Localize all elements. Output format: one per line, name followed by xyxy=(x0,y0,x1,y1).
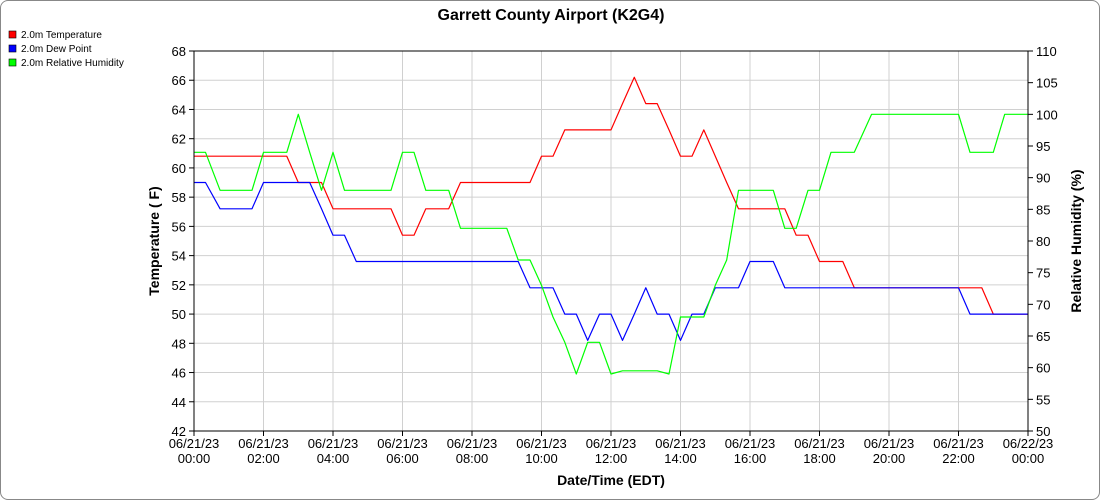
x-tick-label-date: 06/21/23 xyxy=(308,436,359,451)
y2-tick-label: 85 xyxy=(1036,202,1050,217)
y-tick-label: 62 xyxy=(172,132,186,147)
legend-swatch xyxy=(8,58,17,67)
y2-tick-label: 55 xyxy=(1036,392,1050,407)
x-tick-label-time: 22:00 xyxy=(942,451,975,466)
y2-tick-label: 105 xyxy=(1036,76,1058,91)
y-tick-label: 48 xyxy=(172,336,186,351)
y-tick-label: 58 xyxy=(172,190,186,205)
y-tick-label: 60 xyxy=(172,161,186,176)
y2-tick-label: 70 xyxy=(1036,297,1050,312)
x-tick-label-time: 16:00 xyxy=(734,451,767,466)
x-tick-label-time: 18:00 xyxy=(803,451,836,466)
legend-swatch xyxy=(8,30,17,39)
series-layer xyxy=(194,76,1028,375)
x-tick-label-date: 06/21/23 xyxy=(655,436,706,451)
x-tick-label-date: 06/21/23 xyxy=(447,436,498,451)
x-tick-label-time: 02:00 xyxy=(247,451,280,466)
legend-label: 2.0m Temperature xyxy=(21,30,102,41)
y-tick-label: 66 xyxy=(172,73,186,88)
y2-tick-label: 110 xyxy=(1036,44,1057,59)
x-tick-label-date: 06/21/23 xyxy=(516,436,567,451)
y-tick-label: 44 xyxy=(172,395,186,410)
x-tick-label-time: 00:00 xyxy=(1012,451,1045,466)
y-axis-right-ticks: 50 55 60 65 70 75 80 85 90 95 100 105 110 xyxy=(1028,44,1058,439)
grid xyxy=(193,50,1029,432)
x-tick-label-date: 06/21/23 xyxy=(933,436,984,451)
y-axis-label: Temperature ( F) xyxy=(146,186,162,295)
x-axis-label: Date/Time (EDT) xyxy=(557,472,665,488)
y-tick-label: 46 xyxy=(172,366,186,381)
legend-label: 2.0m Dew Point xyxy=(21,44,92,55)
y2-tick-label: 75 xyxy=(1036,266,1050,281)
y-tick-label: 50 xyxy=(172,307,186,322)
y-tick-label: 64 xyxy=(172,102,186,117)
legend: 2.0m Temperature 2.0m Dew Point 2.0m Relat… xyxy=(8,30,124,69)
x-tick-label-time: 14:00 xyxy=(664,451,697,466)
y2-tick-label: 50 xyxy=(1036,424,1050,439)
y-tick-label: 68 xyxy=(172,44,186,59)
x-tick-label-date: 06/21/23 xyxy=(586,436,637,451)
x-tick-label-time: 20:00 xyxy=(873,451,906,466)
legend-label: 2.0m Relative Humidity xyxy=(21,58,124,69)
x-tick-label-date: 06/21/23 xyxy=(238,436,289,451)
series-line-2 xyxy=(194,113,1028,375)
chart-title: Garrett County Airport (K2G4) xyxy=(438,7,665,24)
y2-tick-label: 60 xyxy=(1036,361,1050,376)
x-tick-label-date: 06/22/23 xyxy=(1003,436,1054,451)
x-tick-label-time: 12:00 xyxy=(595,451,628,466)
x-tick-label-date: 06/21/23 xyxy=(864,436,915,451)
y-tick-label: 42 xyxy=(172,424,186,439)
y-tick-label: 54 xyxy=(172,249,186,264)
x-tick-label-time: 08:00 xyxy=(456,451,489,466)
y2-tick-label: 100 xyxy=(1036,107,1058,122)
y2-tick-label: 95 xyxy=(1036,139,1050,154)
x-tick-label-time: 06:00 xyxy=(386,451,419,466)
y2-tick-label: 90 xyxy=(1036,171,1050,186)
x-tick-label-time: 10:00 xyxy=(525,451,558,466)
y-tick-label: 56 xyxy=(172,219,186,234)
x-tick-label-date: 06/21/23 xyxy=(725,436,776,451)
y-tick-label: 52 xyxy=(172,278,186,293)
y2-tick-label: 80 xyxy=(1036,234,1050,249)
y2-axis-label: Relative Humidity (%) xyxy=(1068,169,1084,312)
x-axis-ticks: 06/21/2300:0006/21/2302:0006/21/2304:000… xyxy=(169,431,1054,466)
y-axis-left-ticks: 42 44 46 48 50 52 54 56 58 60 62 64 66 68 xyxy=(172,44,194,439)
x-tick-label-date: 06/21/23 xyxy=(794,436,845,451)
legend-swatch xyxy=(8,44,17,53)
series-line-1 xyxy=(194,181,1028,341)
x-tick-label-date: 06/21/23 xyxy=(377,436,428,451)
y2-tick-label: 65 xyxy=(1036,329,1050,344)
x-tick-label-time: 04:00 xyxy=(317,451,350,466)
x-tick-label-date: 06/21/23 xyxy=(169,436,220,451)
x-tick-label-time: 00:00 xyxy=(178,451,211,466)
